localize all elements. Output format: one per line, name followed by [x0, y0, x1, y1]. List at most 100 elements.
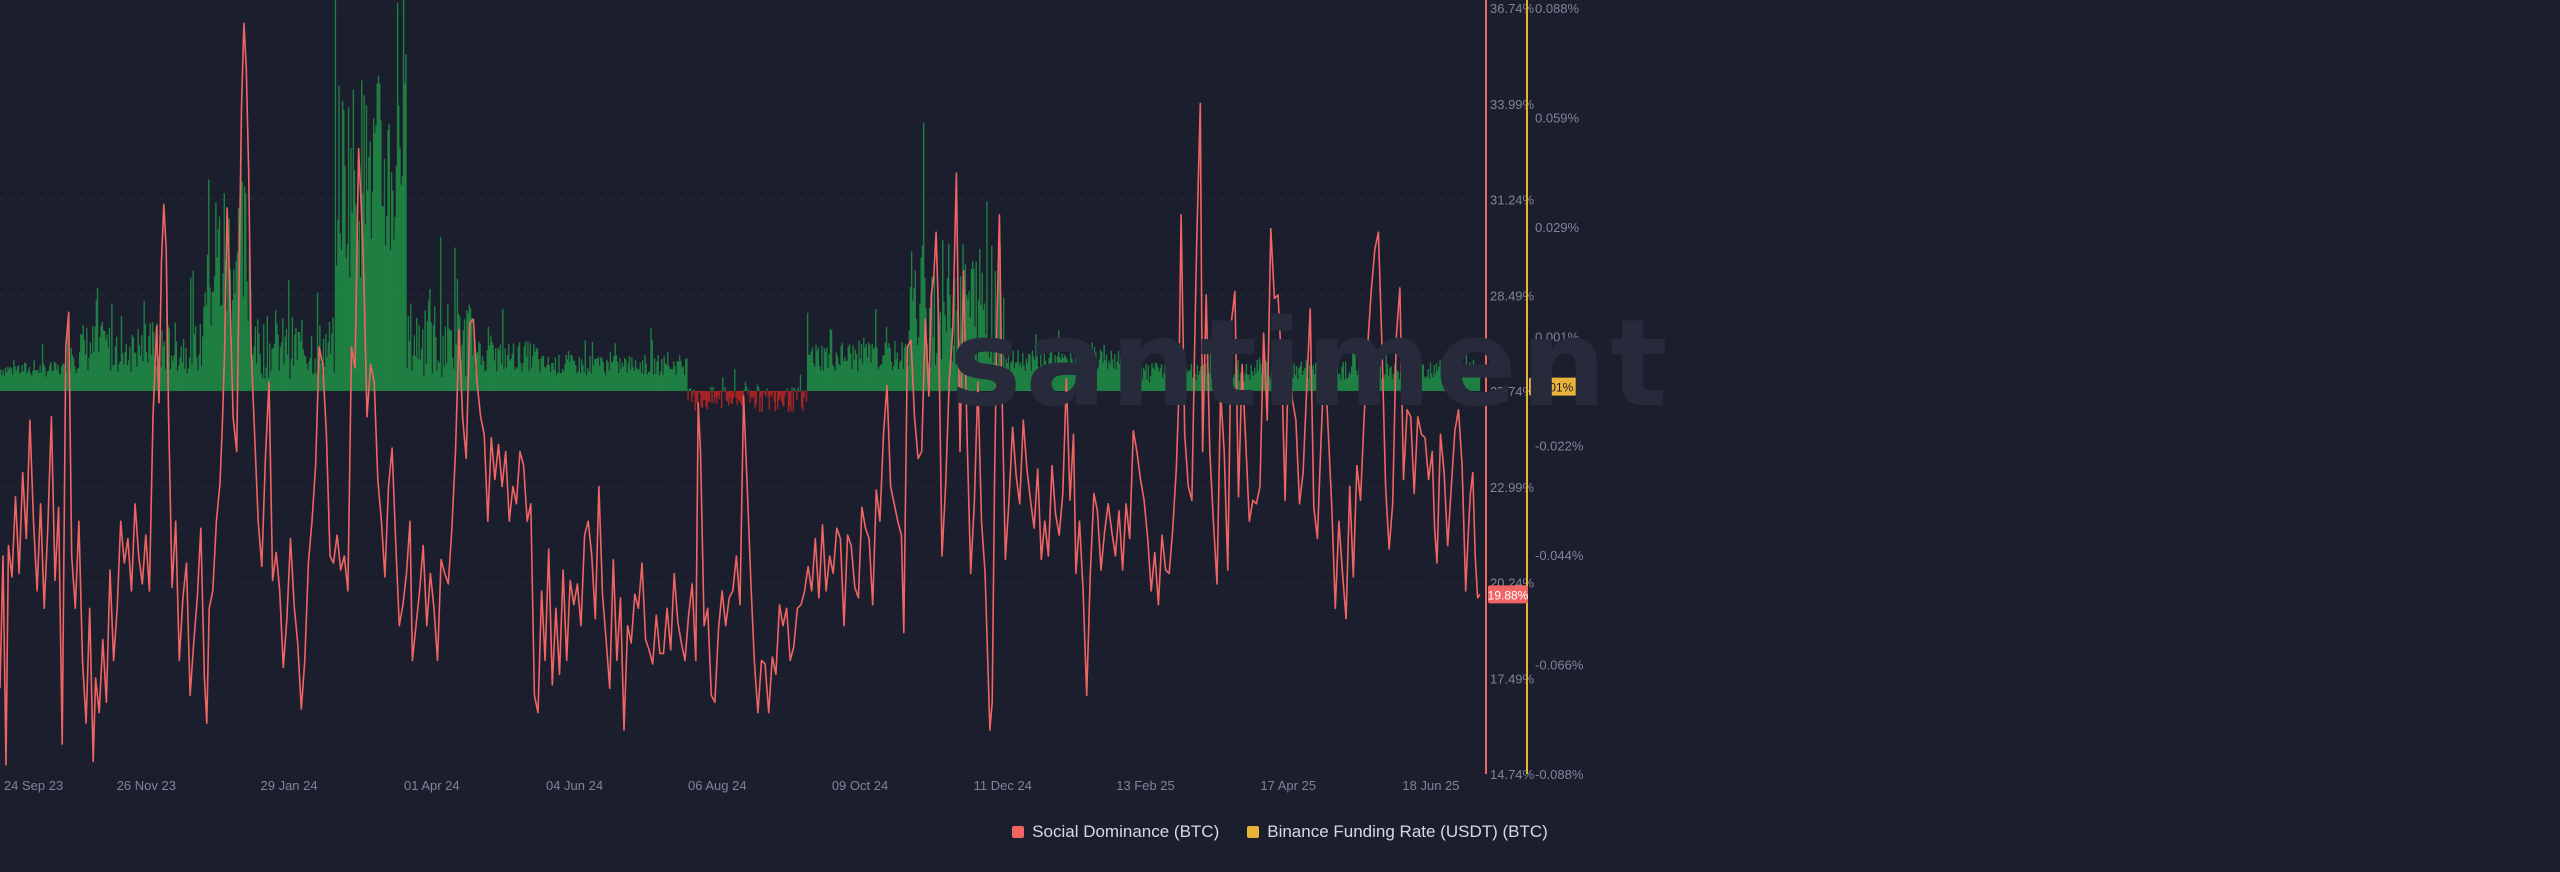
funding-rate-bar	[977, 299, 980, 391]
funding-rate-bar	[944, 315, 946, 391]
funding-rate-bar	[998, 239, 1000, 391]
funding-rate-bar	[802, 391, 804, 411]
funding-rate-bar	[1389, 367, 1391, 391]
funding-rate-bar	[1024, 370, 1026, 391]
funding-rate-bar	[989, 341, 992, 391]
funding-rate-bar	[369, 141, 371, 391]
funding-rate-bar	[1194, 373, 1196, 391]
funding-rate-bar	[221, 305, 223, 391]
funding-rate-bar	[218, 216, 221, 391]
funding-rate-bar	[543, 366, 546, 391]
funding-rate-bar	[1292, 378, 1294, 391]
funding-rate-bar	[1159, 368, 1162, 391]
funding-rate-bar	[1104, 360, 1107, 391]
funding-rate-bar	[1200, 366, 1202, 391]
funding-rate-bar	[382, 206, 384, 391]
funding-rate-bar	[1342, 362, 1344, 391]
funding-rate-bar	[420, 348, 423, 391]
funding-rate-bar	[312, 374, 314, 391]
legend-item-social-dominance[interactable]: Social Dominance (BTC)	[1012, 822, 1219, 842]
funding-rate-bar	[793, 387, 796, 391]
funding-rate-bar	[70, 348, 72, 391]
funding-rate-bar	[1019, 362, 1022, 391]
funding-rate-bar	[351, 212, 353, 391]
funding-rate-bar	[692, 391, 694, 396]
funding-rate-bar	[912, 300, 914, 391]
funding-rate-bar	[121, 352, 124, 391]
funding-rate-bar	[903, 347, 906, 391]
funding-rate-bar	[516, 368, 518, 391]
funding-rate-bar	[1142, 367, 1145, 391]
funding-rate-bar	[1043, 353, 1046, 391]
funding-rate-bar	[104, 331, 106, 391]
funding-rate-bar	[417, 359, 419, 391]
legend-item-funding-rate[interactable]: Binance Funding Rate (USDT) (BTC)	[1247, 822, 1548, 842]
funding-rate-bar	[718, 391, 720, 400]
funding-rate-bar	[1099, 349, 1102, 391]
funding-rate-bar	[1218, 364, 1220, 391]
funding-rate-bar	[1066, 359, 1068, 391]
funding-rate-bar	[914, 270, 916, 391]
funding-rate-bar	[388, 123, 390, 391]
funding-rate-bar	[854, 349, 857, 391]
funding-rate-bar	[494, 348, 497, 391]
funding-rate-bar	[931, 276, 933, 391]
funding-rate-bar	[724, 387, 726, 391]
funding-rate-bar	[429, 288, 431, 391]
funding-rate-bar	[1257, 370, 1260, 391]
funding-rate-bar	[842, 361, 845, 391]
funding-rate-bar	[1171, 382, 1173, 391]
funding-rate-bar	[1153, 369, 1156, 391]
funding-rate-bar	[422, 329, 424, 391]
funding-rate-bar	[796, 391, 798, 400]
funding-rate-bar	[1420, 365, 1422, 391]
funding-rate-bar	[51, 371, 53, 391]
funding-rate-bar	[1191, 377, 1194, 391]
left-axis-tick-label: 36.74%	[1490, 1, 1535, 16]
funding-rate-bar	[635, 367, 638, 391]
funding-rate-bar	[687, 391, 689, 401]
funding-rate-bar	[381, 205, 383, 391]
funding-rate-bar	[174, 322, 176, 391]
funding-rate-bar	[258, 333, 260, 391]
funding-rate-bar	[1270, 371, 1273, 391]
funding-rate-bar	[893, 365, 895, 391]
current-value-badge-social	[1488, 585, 1528, 604]
funding-rate-bar	[1274, 373, 1276, 391]
funding-rate-bar	[1115, 369, 1117, 391]
funding-rate-bar	[1329, 371, 1331, 391]
funding-rate-bar	[160, 367, 162, 391]
funding-rate-bar	[14, 366, 16, 391]
funding-rate-bar	[959, 276, 962, 391]
funding-rate-bar	[743, 389, 745, 391]
funding-rate-bar	[521, 371, 523, 391]
funding-rate-bar	[1212, 374, 1214, 391]
funding-rate-bar	[77, 367, 80, 391]
funding-rate-bar	[1335, 378, 1337, 391]
funding-rate-bar	[1139, 367, 1141, 391]
funding-rate-bar	[817, 347, 820, 391]
funding-rate-bar	[478, 341, 480, 391]
funding-rate-bar	[822, 370, 824, 391]
funding-rate-bar	[1462, 375, 1464, 391]
funding-rate-bar	[1271, 366, 1274, 391]
funding-rate-bar	[956, 310, 958, 391]
funding-rate-bar	[596, 358, 598, 391]
funding-rate-bar	[1398, 379, 1401, 391]
funding-rate-bar	[1344, 361, 1347, 391]
funding-rate-bar	[1226, 382, 1228, 391]
funding-rate-bar	[162, 346, 164, 391]
funding-rate-bar	[247, 320, 249, 391]
funding-rate-bar	[1452, 375, 1454, 391]
funding-rate-bar	[151, 322, 154, 391]
funding-rate-bar	[1169, 383, 1171, 391]
funding-rate-bar	[578, 356, 581, 391]
funding-rate-bar	[400, 184, 402, 391]
funding-rate-bar	[913, 288, 915, 391]
funding-rate-bar	[861, 363, 864, 391]
funding-rate-bar	[301, 319, 303, 391]
funding-rate-bar	[349, 277, 351, 391]
funding-rate-bar	[62, 363, 64, 391]
funding-rate-bar	[848, 344, 851, 391]
